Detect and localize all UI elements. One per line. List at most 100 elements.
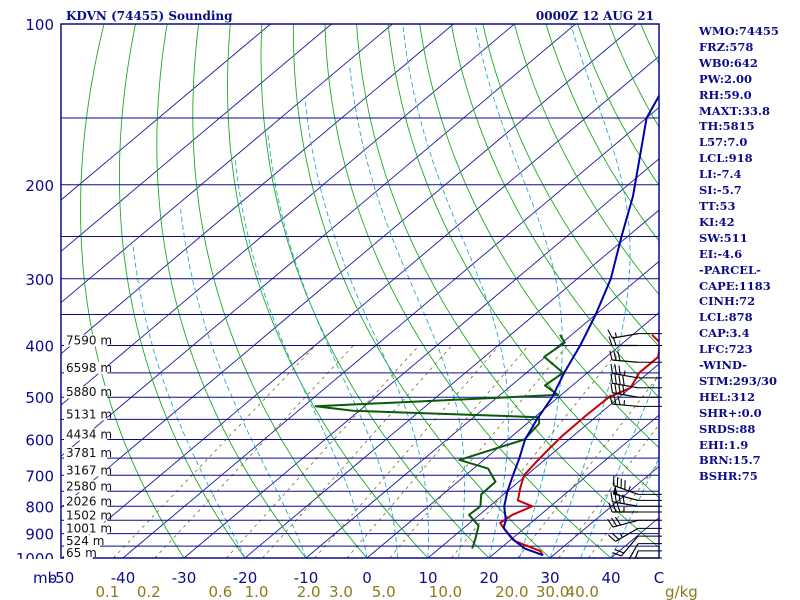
wind-barb-feather (614, 492, 617, 503)
mixing-ratio-label: 20.0 (495, 583, 528, 600)
stat-item: HEL:312 (699, 389, 755, 404)
pressure-label: 500 (25, 389, 54, 407)
isotherm-line (122, 106, 659, 558)
plot-frame (60, 23, 660, 559)
axis-labels: 10020030040050060070080090010007590 m659… (0, 16, 800, 600)
height-label: 2026 m (66, 494, 112, 508)
stat-item: WB0:642 (699, 55, 758, 70)
wind-barb-feather (612, 502, 617, 513)
wind-barb-staff (615, 527, 639, 542)
wind-barb (610, 363, 662, 379)
dry-adiabat-line (80, 24, 185, 558)
dry-adiabat-line (192, 24, 368, 558)
height-label-bg (64, 495, 108, 508)
wind-barb-staff (612, 382, 639, 389)
stat-item: SW:511 (699, 230, 748, 245)
stat-item: WMO:74455 (699, 24, 779, 38)
height-label: 5880 m (66, 385, 112, 399)
wind-barb (610, 383, 662, 398)
stat-item: LCL:918 (699, 151, 753, 166)
stat-item: STM:293/30 (699, 373, 778, 388)
pressure-label: 700 (25, 467, 54, 485)
stat-item: SI:-5.7 (699, 183, 742, 198)
wind-barb-staff (612, 392, 639, 398)
wind-barb-feather (611, 517, 618, 527)
mixing-ratio-label: 0.6 (208, 583, 232, 600)
dry-adiabat-line (156, 24, 307, 558)
mixing-ratio-label: 10.0 (429, 583, 462, 600)
wind-barb-feather (610, 492, 613, 502)
mixing-ratio-line (314, 345, 500, 558)
wind-barb (608, 336, 662, 347)
height-label-bg (64, 361, 108, 374)
wind-barb (608, 502, 662, 513)
pressure-label: 800 (25, 498, 54, 516)
wind-barb-feather (611, 532, 620, 540)
temperature-tick-label: 30 (540, 569, 559, 587)
moist-adiabat-line (349, 66, 466, 558)
mixing-ratio-line (558, 424, 659, 558)
wind-barb-feather (616, 502, 621, 513)
mixing-ratio-line (262, 345, 453, 558)
mixing-ratio-line (154, 345, 354, 558)
height-label: 1502 m (66, 508, 112, 522)
isotherm-line (427, 363, 659, 558)
parcel-trace (502, 93, 659, 557)
height-label-bg (64, 509, 108, 522)
temperature-unit-label: C (654, 569, 664, 587)
wind-barb (607, 329, 662, 339)
isotherm-line (549, 465, 659, 558)
isotherm-line (305, 260, 659, 558)
stat-item: TH:5815 (699, 119, 755, 134)
height-label: 2580 m (66, 479, 112, 493)
mixing-ratio-label: 30.0 (536, 583, 569, 600)
wind-barb-feather (613, 395, 617, 405)
isotherm-line (61, 24, 576, 457)
stat-item: LCL:878 (699, 310, 753, 325)
height-label-bg (64, 428, 108, 441)
stat-item: -WIND- (699, 358, 747, 373)
temperature-tick-label: 20 (479, 569, 498, 587)
wind-barb-feather (617, 351, 621, 361)
wind-barb-staff (612, 519, 639, 528)
stat-item: CAP:3.4 (699, 326, 750, 341)
pressure-label: 600 (25, 432, 54, 450)
dry-adiabat-line (292, 24, 551, 558)
mixing-ratio-line (517, 374, 659, 558)
wind-barb-staff (612, 359, 639, 363)
pressure-label: 300 (25, 271, 54, 289)
isotherm-line (366, 312, 659, 558)
height-label: 524 m (66, 534, 104, 548)
temperature-tick-label: 40 (601, 569, 620, 587)
wind-barb-staff (613, 484, 639, 495)
stat-item: TT:53 (699, 198, 736, 213)
isotherm-line (61, 24, 332, 252)
wind-barb-feather (618, 365, 621, 375)
stat-item: -PARCEL- (699, 262, 761, 277)
wind-barb (609, 394, 662, 407)
stat-item: EI:-4.6 (699, 246, 743, 261)
height-label-bg (64, 447, 108, 460)
temperature-tick-label: -40 (111, 569, 136, 587)
wind-barb-feather (607, 329, 613, 339)
wind-barb-half-feather (619, 532, 623, 538)
stat-item: BRN:15.7 (699, 453, 761, 468)
mixing-ratio-label: 1.0 (245, 583, 269, 600)
sounding-datetime: 0000Z 12 AUG 21 (536, 9, 654, 23)
temperature-tick-label: -10 (294, 569, 319, 587)
height-label: 3781 m (66, 446, 112, 460)
pressure-label: 200 (25, 177, 54, 195)
moist-adiabat-line (304, 101, 429, 558)
pressure-label: 100 (25, 16, 54, 34)
height-label: 4434 m (66, 428, 112, 442)
wind-barb-feather (608, 534, 616, 542)
wind-barb-staff (620, 535, 639, 557)
stat-item: FRZ:578 (699, 39, 754, 54)
height-label: 7590 m (66, 334, 112, 348)
height-label-bg (64, 480, 108, 493)
wind-barb-feather (614, 383, 617, 394)
mixing-ratio-line (226, 345, 420, 558)
wind-barb (607, 516, 662, 528)
moist-adiabat-line (234, 160, 368, 558)
wind-barb (612, 535, 662, 557)
